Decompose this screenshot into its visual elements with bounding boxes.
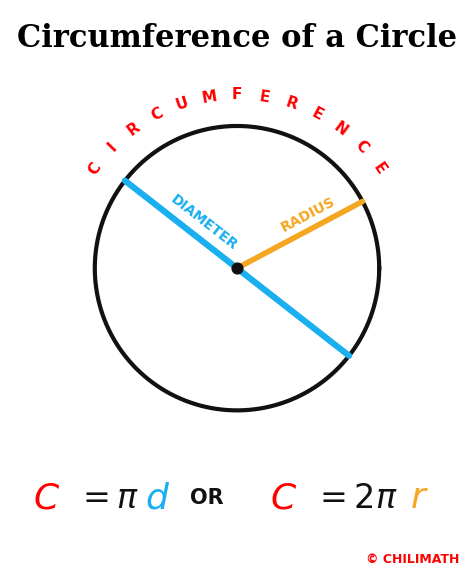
Text: RADIUS: RADIUS: [279, 194, 338, 234]
Text: $\mathit{C}$: $\mathit{C}$: [33, 482, 60, 515]
Text: DIAMETER: DIAMETER: [168, 192, 240, 252]
Text: E: E: [370, 160, 388, 177]
Text: E: E: [309, 106, 325, 124]
Text: F: F: [232, 87, 242, 102]
Text: $\mathit{r}$: $\mathit{r}$: [410, 482, 428, 515]
Text: C: C: [85, 160, 104, 178]
Point: [233, 264, 241, 273]
Text: $=\pi$: $=\pi$: [76, 482, 139, 515]
Text: U: U: [174, 94, 191, 113]
Text: © CHILIMATH: © CHILIMATH: [366, 553, 460, 566]
Text: M: M: [201, 88, 218, 106]
Text: Circumference of a Circle: Circumference of a Circle: [17, 23, 457, 54]
Text: R: R: [283, 94, 300, 113]
Text: I: I: [105, 140, 120, 154]
Text: C: C: [148, 105, 165, 124]
Text: OR: OR: [190, 489, 223, 508]
Text: $\mathit{C}$: $\mathit{C}$: [270, 482, 297, 515]
Text: $=2\pi$: $=2\pi$: [313, 482, 398, 515]
Text: R: R: [124, 120, 143, 139]
Text: C: C: [352, 138, 371, 156]
Text: E: E: [258, 89, 271, 105]
Text: $\mathit{d}$: $\mathit{d}$: [145, 482, 170, 515]
Text: N: N: [331, 119, 350, 139]
